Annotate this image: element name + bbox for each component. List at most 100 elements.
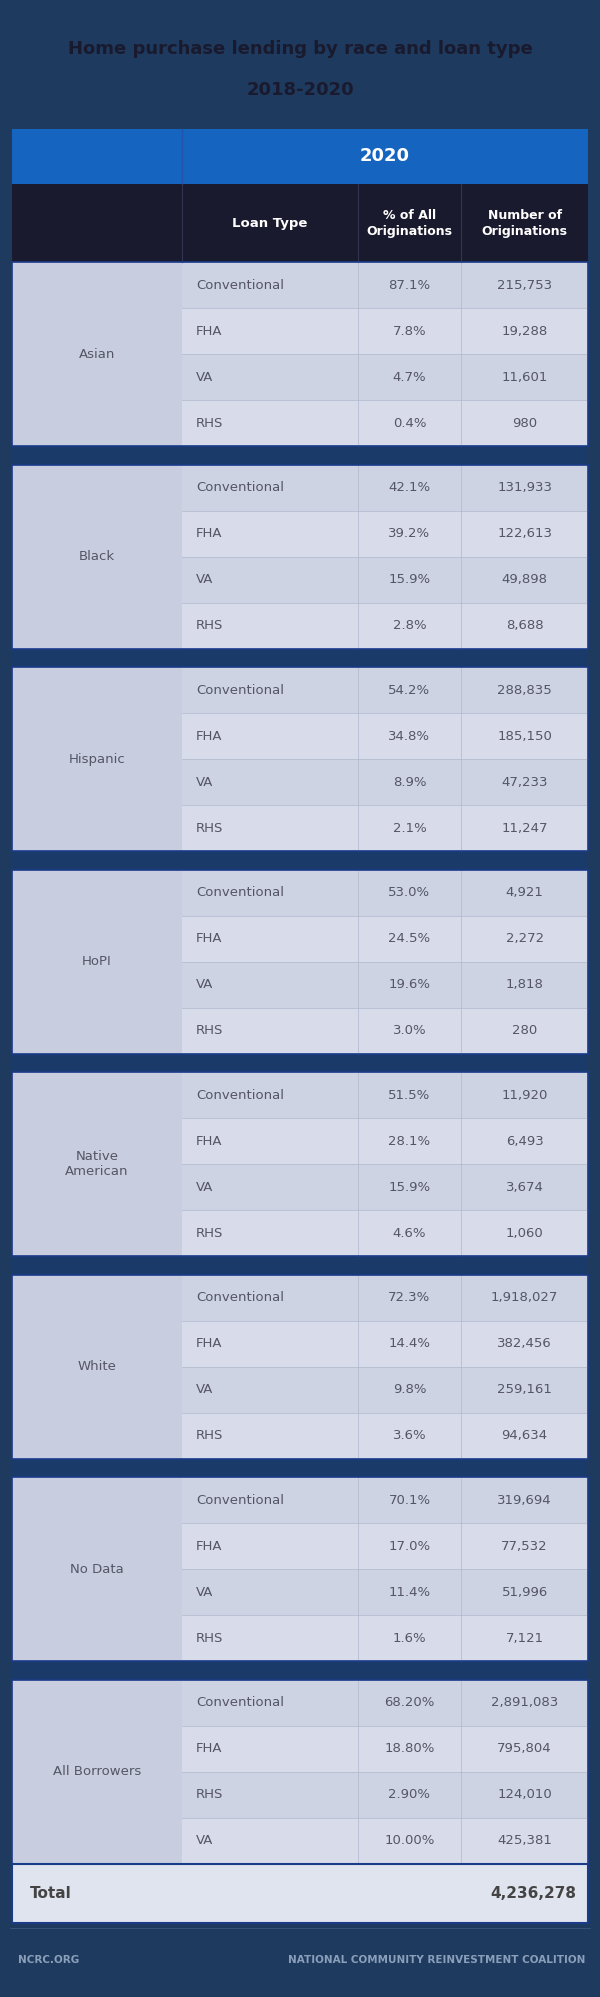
Text: Conventional: Conventional (196, 683, 284, 697)
Bar (12, 1679, 182, 1863)
Text: Conventional: Conventional (196, 887, 284, 899)
Bar (182, 1118, 588, 1164)
Text: VA: VA (196, 775, 213, 789)
Text: FHA: FHA (196, 729, 223, 743)
Text: 2020: 2020 (360, 148, 410, 166)
Bar (12, 869, 588, 1054)
Text: 288,835: 288,835 (497, 683, 552, 697)
Bar (12, 1478, 588, 1662)
Bar (182, 262, 588, 308)
Text: FHA: FHA (196, 326, 223, 337)
Bar (182, 1164, 588, 1210)
Text: 11.4%: 11.4% (388, 1586, 431, 1598)
Text: 7.8%: 7.8% (392, 326, 426, 337)
Text: 17.0%: 17.0% (388, 1540, 431, 1552)
Bar (182, 1679, 588, 1725)
Bar (182, 603, 588, 649)
Bar (12, 1863, 588, 1923)
Bar (182, 465, 588, 511)
Text: 94,634: 94,634 (502, 1430, 548, 1442)
Text: 6,493: 6,493 (506, 1134, 544, 1148)
Bar (12, 447, 588, 465)
Text: FHA: FHA (196, 1741, 223, 1755)
Text: 14.4%: 14.4% (388, 1338, 430, 1350)
Bar (12, 1662, 588, 1679)
Bar (12, 1863, 588, 1923)
Text: 39.2%: 39.2% (388, 527, 431, 541)
Bar (182, 1072, 588, 1118)
Text: Loan Type: Loan Type (232, 216, 307, 230)
Text: 980: 980 (512, 417, 537, 429)
Bar (182, 1366, 588, 1412)
Bar (12, 649, 588, 667)
Bar (182, 1274, 588, 1320)
Text: 2.90%: 2.90% (388, 1787, 430, 1801)
Bar (12, 1478, 182, 1662)
Bar (12, 667, 182, 851)
Text: RHS: RHS (196, 1632, 223, 1646)
Text: Conventional: Conventional (196, 1494, 284, 1506)
Bar (12, 1458, 588, 1478)
Bar (182, 1725, 588, 1771)
Text: RHS: RHS (196, 821, 223, 835)
Text: No Data: No Data (70, 1562, 124, 1576)
Text: Native
American: Native American (65, 1150, 129, 1178)
Text: VA: VA (196, 573, 213, 587)
Text: 24.5%: 24.5% (388, 933, 431, 945)
Text: NATIONAL COMMUNITY REINVESTMENT COALITION: NATIONAL COMMUNITY REINVESTMENT COALITIO… (287, 1955, 585, 1965)
Text: Conventional: Conventional (196, 481, 284, 493)
Text: 49,898: 49,898 (502, 573, 548, 587)
Bar (182, 511, 588, 557)
Bar (12, 667, 588, 851)
Text: 124,010: 124,010 (497, 1787, 552, 1801)
Text: Total: Total (30, 1885, 72, 1901)
Text: Conventional: Conventional (196, 1695, 284, 1709)
Text: 11,601: 11,601 (502, 371, 548, 383)
Bar (182, 1478, 588, 1524)
Bar (0, 0, 600, 130)
Text: 28.1%: 28.1% (388, 1134, 431, 1148)
Text: Asian: Asian (79, 347, 115, 361)
Bar (182, 1412, 588, 1458)
Bar (182, 667, 588, 713)
Text: 19.6%: 19.6% (388, 979, 430, 991)
Text: 319,694: 319,694 (497, 1494, 552, 1506)
Text: 18.80%: 18.80% (384, 1741, 434, 1755)
Bar (12, 465, 588, 649)
Text: RHS: RHS (196, 619, 223, 633)
Bar (12, 130, 588, 184)
Text: 9.8%: 9.8% (392, 1384, 426, 1396)
Bar (12, 1072, 182, 1256)
Text: 2.1%: 2.1% (392, 821, 427, 835)
Text: 10.00%: 10.00% (384, 1833, 434, 1847)
Text: 382,456: 382,456 (497, 1338, 552, 1350)
Text: 215,753: 215,753 (497, 280, 552, 292)
Text: FHA: FHA (196, 1134, 223, 1148)
Bar (12, 1054, 588, 1072)
Text: Conventional: Conventional (196, 1292, 284, 1304)
Bar (0, 1923, 600, 1997)
Bar (182, 1210, 588, 1256)
Text: 51.5%: 51.5% (388, 1088, 431, 1102)
Text: 4.7%: 4.7% (392, 371, 426, 383)
Text: 122,613: 122,613 (497, 527, 552, 541)
Text: 8.9%: 8.9% (392, 775, 426, 789)
Text: All Borrowers: All Borrowers (53, 1765, 141, 1777)
Text: RHS: RHS (196, 1024, 223, 1036)
Bar (182, 1570, 588, 1616)
Text: RHS: RHS (196, 417, 223, 429)
Text: 2,891,083: 2,891,083 (491, 1695, 558, 1709)
Bar (182, 399, 588, 447)
Text: 4,236,278: 4,236,278 (490, 1885, 576, 1901)
Text: Home purchase lending by race and loan type: Home purchase lending by race and loan t… (68, 40, 532, 58)
Bar (12, 262, 588, 447)
Text: 34.8%: 34.8% (388, 729, 430, 743)
Text: 1,818: 1,818 (506, 979, 544, 991)
Text: RHS: RHS (196, 1430, 223, 1442)
Text: 185,150: 185,150 (497, 729, 552, 743)
Bar (182, 963, 588, 1008)
Bar (12, 869, 182, 1054)
Text: 259,161: 259,161 (497, 1384, 552, 1396)
Text: 70.1%: 70.1% (388, 1494, 431, 1506)
Text: VA: VA (196, 1833, 213, 1847)
